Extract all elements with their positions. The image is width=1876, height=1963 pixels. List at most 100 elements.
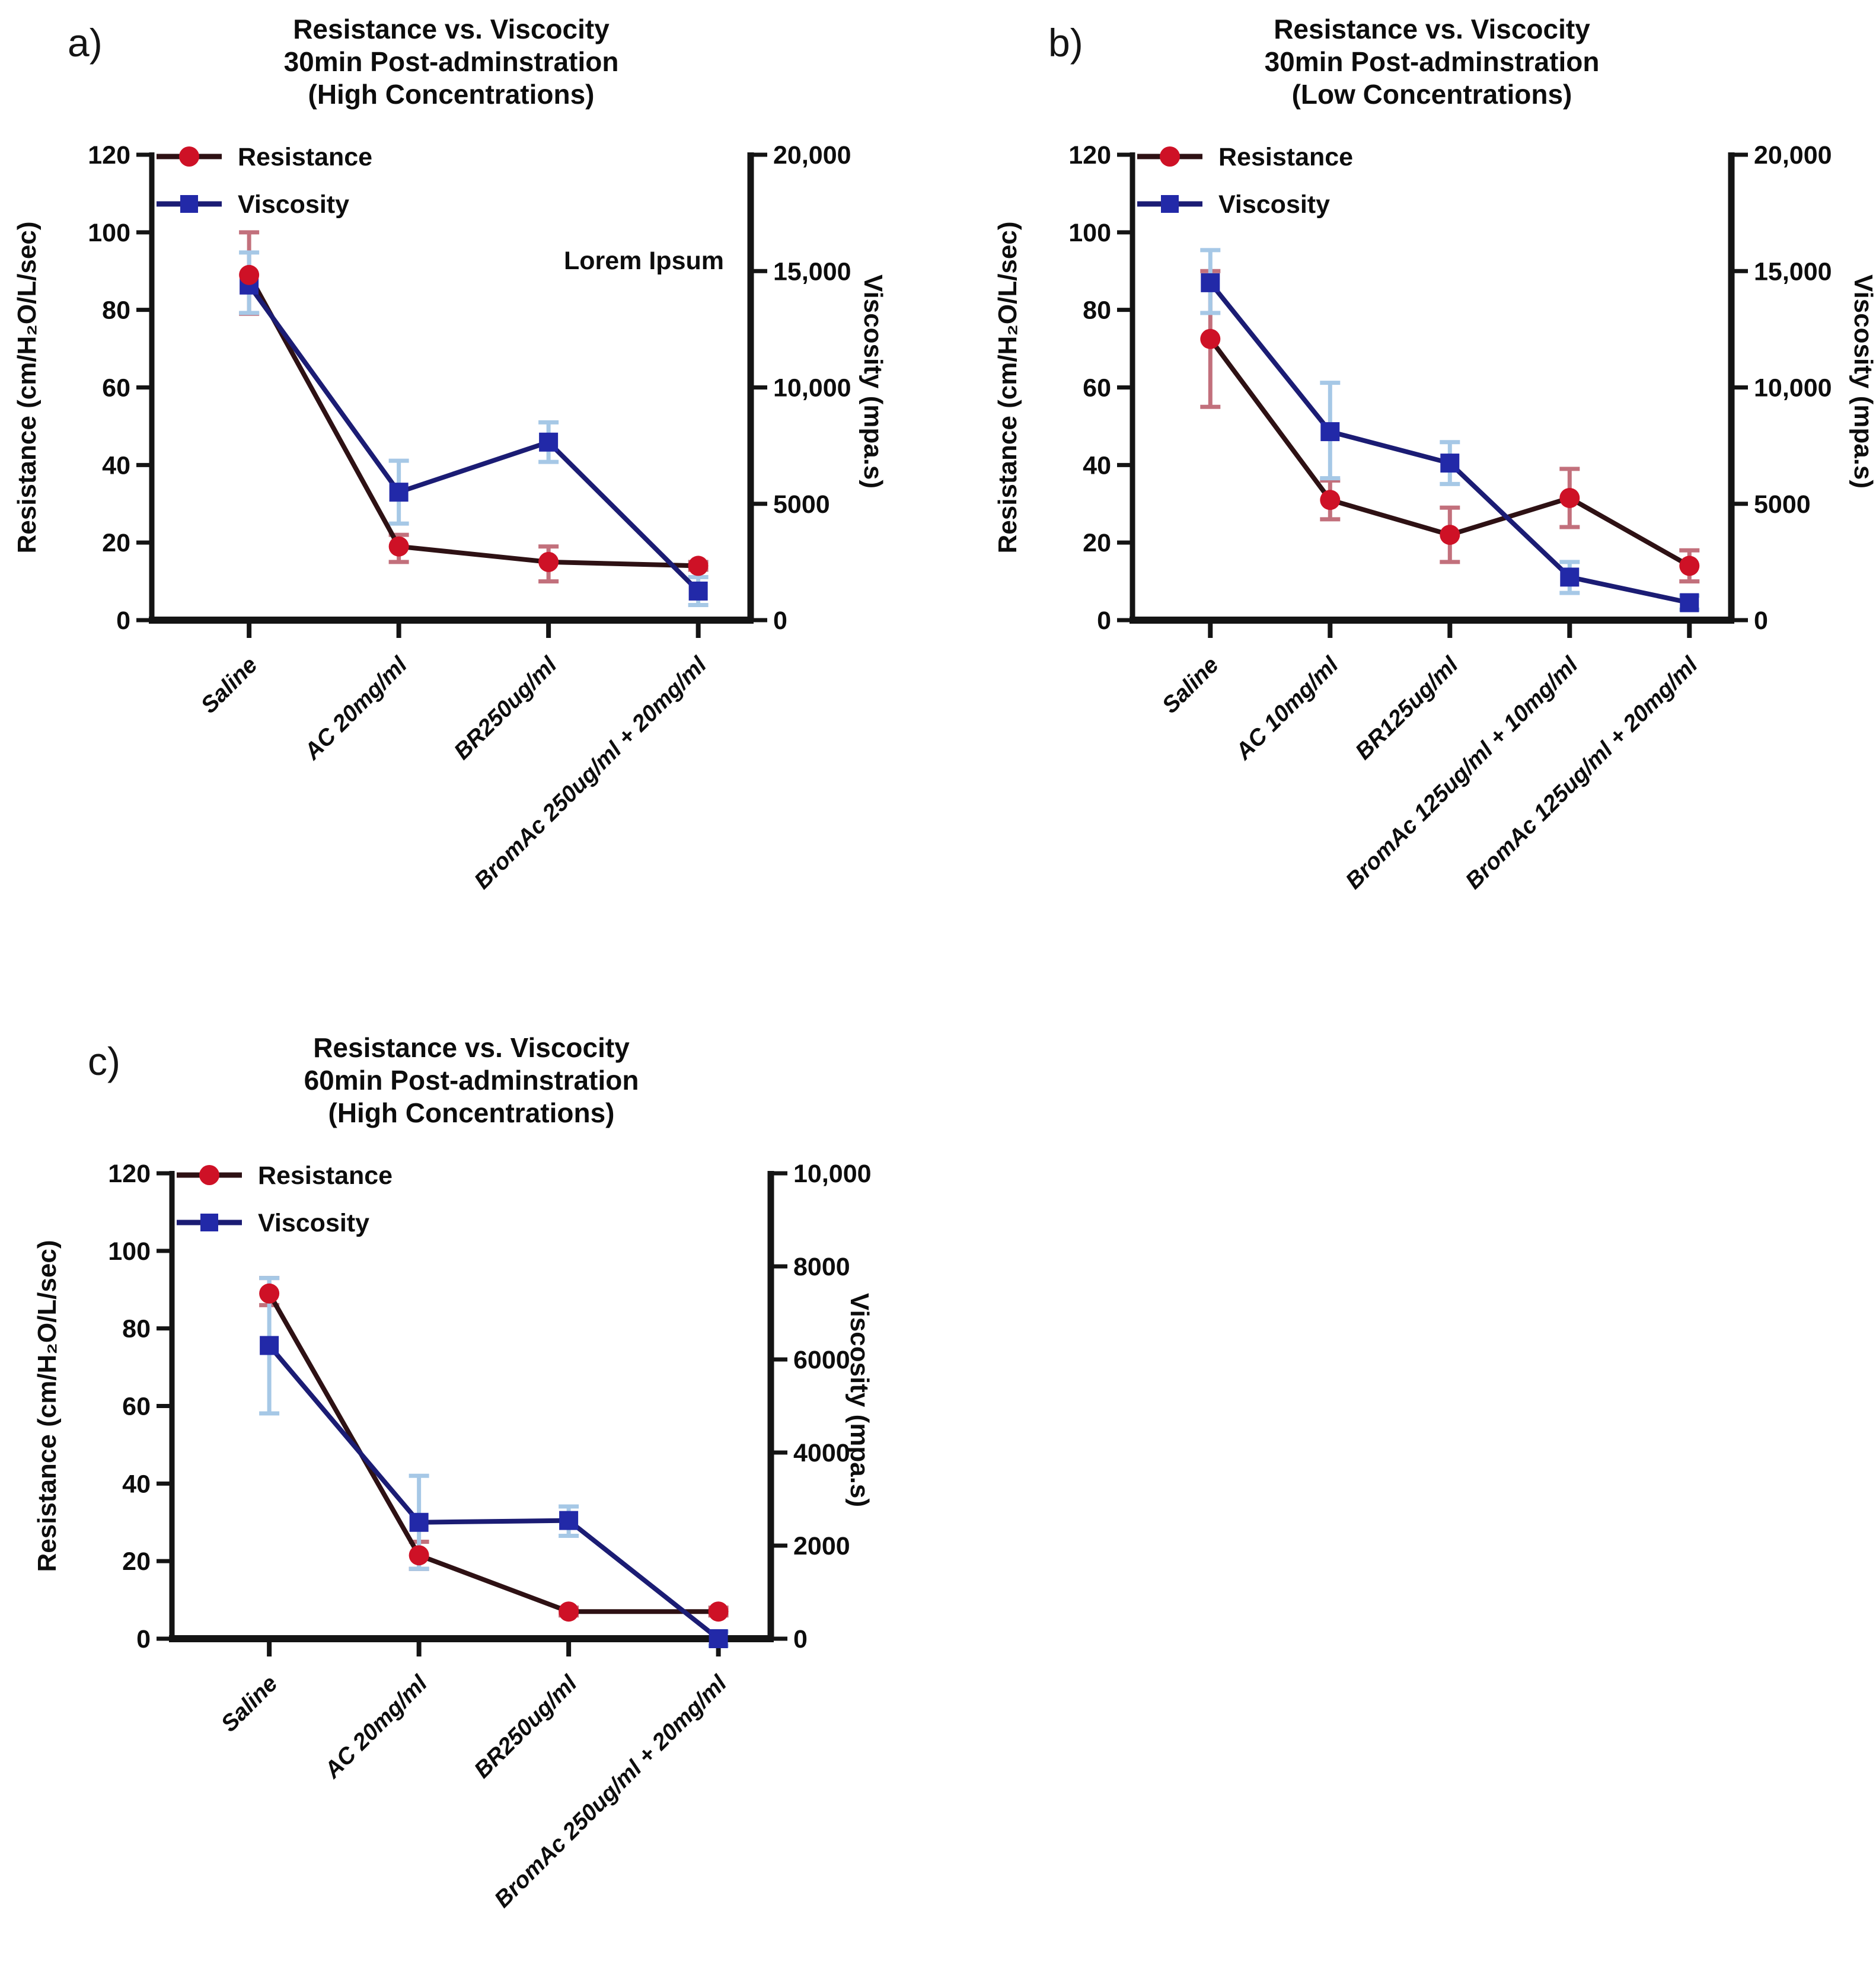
chart-panel-c: c) Resistance vs. Viscocity 60min Post-a…	[24, 1022, 949, 1963]
viscosity-marker	[539, 432, 559, 452]
viscosity-marker	[1560, 567, 1580, 587]
x-category-label: Saline	[196, 652, 263, 719]
series-markers	[1200, 273, 1700, 612]
right-axis-tick-label: 20,000	[1754, 141, 1832, 170]
legend-resistance-marker	[179, 146, 199, 167]
legend-label: Resistance	[238, 143, 372, 171]
axes: 0 20 40 60 80 100 120 Saline AC 20mg/ml BR250ug/m…	[12, 141, 888, 894]
left-axis-tick-label: 100	[108, 1237, 151, 1266]
axes: 0 20 40 60 80 100 120 Saline AC 10mg/ml BR125ug/m…	[993, 141, 1876, 894]
left-axis-tick-label: 60	[1083, 374, 1111, 403]
right-axis-tick-label: 0	[793, 1625, 808, 1654]
viscosity-line	[247, 282, 701, 593]
chart-plot-b: 0 20 40 60 80 100 120 Saline AC 10mg/ml BR125ug/m…	[993, 141, 1876, 894]
legend: Resistance Viscosity	[157, 143, 372, 219]
series-markers	[239, 264, 709, 601]
x-category-label: AC 20mg/ml	[299, 652, 412, 765]
panel-label-a: a)	[68, 21, 103, 65]
left-axis-tick-label: 20	[102, 529, 130, 557]
x-category-label: BR250ug/ml	[470, 1670, 583, 1783]
resistance-marker	[559, 1601, 579, 1622]
legend-viscosity-marker	[200, 1214, 218, 1231]
chart-title-line: (High Concentrations)	[328, 1097, 615, 1129]
panel-label-c: c)	[88, 1039, 120, 1083]
viscosity-marker	[260, 1336, 279, 1355]
viscosity-marker	[1680, 593, 1699, 612]
right-axis-tick-label: 20,000	[773, 141, 851, 170]
left-axis-tick-label: 20	[1083, 529, 1111, 557]
viscosity-marker	[1320, 422, 1340, 442]
left-axis-tick-label: 100	[1068, 219, 1111, 247]
legend-viscosity-marker	[180, 195, 198, 213]
right-axis-tick-label: 5000	[773, 490, 830, 519]
series-lines	[267, 1291, 721, 1641]
resistance-marker	[388, 536, 409, 557]
x-category-label: Saline	[1157, 652, 1224, 719]
viscosity-marker	[389, 483, 409, 502]
right-axis-tick-label: 10,000	[1754, 374, 1832, 403]
x-category-label: BromAc 125ug/ml + 20mg/ml	[1460, 652, 1703, 894]
chart-plot-a: 0 20 40 60 80 100 120 Saline AC 20mg/ml BR250ug/m…	[12, 141, 888, 894]
chart-title-a: Resistance vs. Viscocity 30min Post-admi…	[92, 13, 810, 111]
resistance-marker	[409, 1545, 429, 1566]
left-axis-tick-label: 0	[116, 607, 130, 635]
legend-resistance-marker	[1160, 146, 1180, 167]
resistance-line	[247, 272, 701, 569]
chart-title-line: Resistance vs. Viscocity	[1274, 14, 1590, 44]
right-axis-title: Viscosity (mpa.s)	[859, 274, 888, 489]
resistance-marker	[1200, 328, 1221, 349]
x-category-label: AC 20mg/ml	[319, 1670, 432, 1783]
viscosity-marker	[1440, 454, 1460, 473]
right-axis-tick-label: 0	[773, 607, 787, 635]
left-axis-title: Resistance (cm/H₂O/L/sec)	[33, 1240, 62, 1572]
resistance-marker	[708, 1601, 729, 1622]
right-axis-tick-label: 4000	[793, 1439, 850, 1467]
legend-resistance-marker	[199, 1165, 219, 1185]
series-lines	[247, 272, 701, 593]
left-axis-tick-label: 100	[88, 219, 130, 247]
error-bars	[239, 230, 709, 607]
resistance-line	[267, 1291, 721, 1614]
x-category-label: BromAc 250ug/ml + 20mg/ml	[490, 1670, 732, 1913]
chart-title-line: 60min Post-adminstration	[304, 1065, 639, 1096]
viscosity-marker	[709, 1629, 728, 1648]
left-axis-tick-label: 60	[122, 1393, 151, 1421]
legend-label: Viscosity	[258, 1209, 369, 1237]
left-axis-tick-label: 120	[1068, 141, 1111, 170]
legend: Resistance Viscosity	[177, 1161, 393, 1237]
annotation-text: Lorem Ipsum	[564, 247, 724, 275]
x-category-label: BR250ug/ml	[449, 652, 563, 765]
axes: 0 20 40 60 80 100 120 Saline AC 20mg/ml BR250ug/m…	[33, 1160, 874, 1913]
left-axis-tick-label: 120	[88, 141, 130, 170]
chart-title-line: (Low Concentrations)	[1291, 79, 1572, 110]
left-axis-tick-label: 40	[122, 1470, 151, 1498]
left-axis-title: Resistance (cm/H₂O/L/sec)	[12, 222, 42, 554]
chart-title-c: Resistance vs. Viscocity 60min Post-admi…	[113, 1032, 830, 1130]
left-axis-tick-label: 0	[136, 1625, 151, 1654]
legend-label: Resistance	[258, 1161, 393, 1190]
chart-title-line: 30min Post-adminstration	[1264, 46, 1600, 78]
legend: Resistance Viscosity	[1137, 143, 1353, 219]
chart-panel-b: b) Resistance vs. Viscocity 30min Post-a…	[984, 4, 1876, 1023]
right-axis-tick-label: 15,000	[1754, 257, 1832, 286]
x-category-label: BromAc 250ug/ml + 20mg/ml	[470, 652, 712, 894]
right-axis-title: Viscosity (mpa.s)	[845, 1293, 874, 1507]
x-category-label: Saline	[216, 1671, 283, 1737]
left-axis-tick-label: 120	[108, 1160, 151, 1188]
viscosity-marker	[559, 1511, 579, 1530]
x-category-label: AC 10mg/ml	[1230, 652, 1344, 765]
left-axis-tick-label: 60	[102, 374, 130, 403]
left-axis-tick-label: 80	[1083, 296, 1111, 325]
left-axis-tick-label: 20	[122, 1547, 151, 1576]
chart-title-line: Resistance vs. Viscocity	[293, 14, 610, 44]
left-axis-tick-label: 0	[1097, 607, 1111, 635]
right-axis-tick-label: 5000	[1754, 490, 1811, 519]
right-axis-tick-label: 6000	[793, 1346, 850, 1374]
legend-label: Viscosity	[1218, 190, 1330, 219]
left-axis-tick-label: 80	[102, 296, 130, 325]
left-axis-tick-label: 80	[122, 1315, 151, 1343]
chart-panel-a: a) Resistance vs. Viscocity 30min Post-a…	[4, 4, 929, 1023]
legend-label: Resistance	[1218, 143, 1353, 171]
resistance-marker	[259, 1283, 280, 1304]
